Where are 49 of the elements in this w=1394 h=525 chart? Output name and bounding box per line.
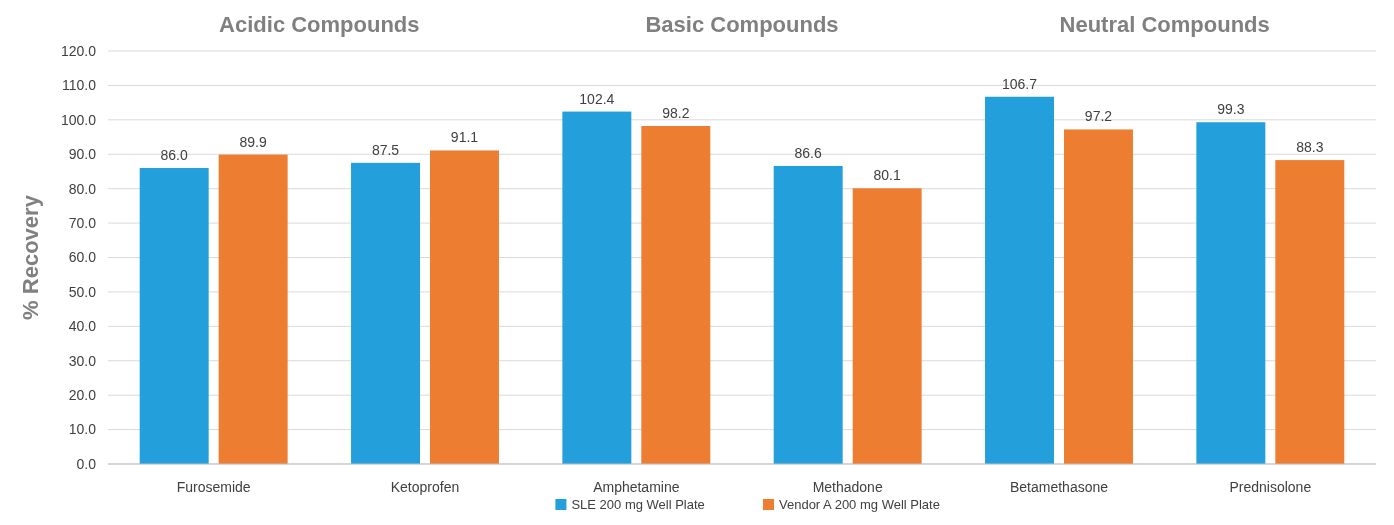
data-label: 86.6 (794, 144, 823, 161)
x-tick-label: Methadone (812, 479, 883, 495)
data-label: 80.1 (873, 167, 901, 184)
bar (773, 165, 843, 464)
text: Acidic Compounds (219, 12, 420, 37)
bar (218, 154, 288, 464)
data-label: 86.0 (160, 147, 189, 164)
y-tick-label: 90.0 (68, 146, 97, 163)
x-tick-label: Ketoprofen (390, 479, 460, 495)
bar (139, 168, 209, 464)
bar (641, 126, 711, 464)
y-tick-label: 100.0 (60, 111, 97, 128)
y-tick-label: 50.0 (68, 283, 97, 300)
data-label: 89.9 (239, 133, 267, 150)
data-label: 102.4 (579, 90, 615, 107)
bar (1196, 122, 1266, 464)
data-label: 87.5 (371, 141, 400, 158)
bar (430, 150, 499, 464)
bar (1064, 129, 1133, 464)
data-label: 91.1 (450, 129, 479, 146)
text: Basic Compounds (645, 12, 839, 37)
bar (852, 188, 922, 464)
x-tick-label: Prednisolone (1229, 479, 1312, 495)
x-tick-label: Furosemide (176, 479, 251, 495)
bar (351, 162, 420, 464)
y-tick-label: 120.0 (60, 42, 97, 59)
x-tick-label: Betamethasone (1009, 479, 1109, 495)
x-tick-label: Amphetamine (593, 479, 680, 495)
y-tick-label: 0.0 (76, 455, 97, 472)
legend-label: SLE 200 mg Well Plate (571, 497, 705, 512)
bar (1275, 160, 1345, 464)
legend-label: Vendor A 200 mg Well Plate (779, 497, 940, 512)
y-tick-label: 30.0 (68, 352, 97, 369)
data-label: 98.2 (662, 105, 690, 122)
y-tick-label: 20.0 (68, 387, 97, 404)
data-label: 106.7 (1001, 75, 1038, 92)
data-label: 88.3 (1296, 139, 1324, 156)
text: Neutral Compounds (1059, 12, 1270, 37)
y-axis-title: % Recovery (18, 194, 43, 320)
y-tick-label: 80.0 (68, 180, 97, 197)
y-tick-label: 40.0 (68, 318, 97, 335)
y-tick-label: 70.0 (68, 214, 97, 231)
data-label: 99.3 (1217, 101, 1245, 118)
data-label: 97.2 (1084, 108, 1113, 125)
y-tick-label: 10.0 (68, 421, 97, 438)
y-tick-label: 110.0 (62, 77, 97, 94)
bar (985, 96, 1054, 464)
y-tick-label: 60.0 (68, 249, 97, 266)
bar (562, 111, 632, 464)
